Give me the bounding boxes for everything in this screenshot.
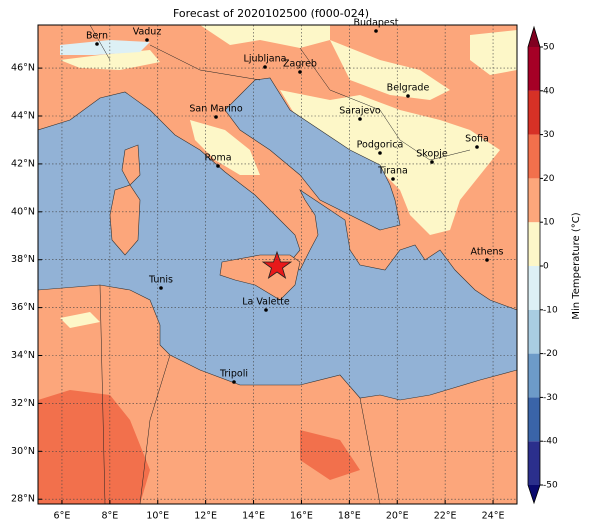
colorbar-tick-label: 30 xyxy=(543,130,555,140)
y-tick-label: 42°N xyxy=(11,158,35,169)
city-dot xyxy=(485,258,489,262)
island xyxy=(121,144,141,186)
colorbar-tick-label: -40 xyxy=(543,437,558,447)
city-dot xyxy=(475,145,479,149)
city-dot xyxy=(216,164,220,168)
x-tick-label: 24°E xyxy=(482,511,505,522)
x-tick-label: 8°E xyxy=(101,511,118,522)
city-label: Tirana xyxy=(377,166,408,177)
colorbar-tick-label: -30 xyxy=(543,393,558,403)
y-tick-label: 38°N xyxy=(11,254,35,265)
island xyxy=(109,184,141,256)
city-dot xyxy=(232,380,236,384)
sea xyxy=(224,77,401,231)
x-tick-label: 18°E xyxy=(338,511,361,522)
map-frame xyxy=(37,24,518,505)
city-label: Podgorica xyxy=(357,140,404,151)
y-tick-label: 34°N xyxy=(11,350,35,361)
colorbar-tick-label: 0 xyxy=(543,262,549,272)
y-tick-label: 28°N xyxy=(11,494,35,505)
colorbar-label: Min Temperature (°C) xyxy=(571,212,582,319)
y-tick-label: 36°N xyxy=(11,302,35,313)
cold-area xyxy=(60,40,150,55)
city-label: Belgrade xyxy=(387,83,430,94)
city-label: Roma xyxy=(204,153,231,164)
star-marker xyxy=(261,250,293,279)
city-label: Zagreb xyxy=(283,59,317,70)
x-tick-label: 10°E xyxy=(146,511,169,522)
city-label: San Marino xyxy=(189,104,242,115)
y-tick-label: 32°N xyxy=(11,398,35,409)
cold-area xyxy=(60,312,100,328)
city-dot xyxy=(391,177,395,181)
city-label: Skopje xyxy=(416,149,448,160)
colorbar-bin xyxy=(528,353,540,398)
city-dot xyxy=(264,308,268,312)
colorbar-tick-label: 10 xyxy=(543,218,555,228)
city-dot xyxy=(214,115,218,119)
x-tick-label: 16°E xyxy=(290,511,313,522)
cold-area xyxy=(38,25,330,70)
colorbar-bin xyxy=(528,266,540,310)
colorbar-bin xyxy=(528,178,540,223)
colorbar-over xyxy=(528,27,540,47)
city-label: Tripoli xyxy=(219,369,248,380)
city-label: La Valette xyxy=(242,297,290,308)
city-dot xyxy=(263,65,267,69)
y-tick-label: 40°N xyxy=(11,206,35,217)
colorbar-bin xyxy=(528,134,540,179)
y-tick-label: 30°N xyxy=(11,446,35,457)
colorbar-tick-label: -50 xyxy=(543,481,558,491)
city-dot xyxy=(159,286,163,290)
x-tick-label: 6°E xyxy=(54,511,71,522)
x-tick-label: 22°E xyxy=(434,511,457,522)
city-dot xyxy=(145,38,149,42)
city-dot xyxy=(358,117,362,121)
city-label: Ljubljana xyxy=(244,54,287,65)
x-tick-label: 14°E xyxy=(242,511,265,522)
y-tick-label: 44°N xyxy=(11,111,35,122)
colorbar-tick-label: -10 xyxy=(543,305,558,315)
city-dot xyxy=(378,151,382,155)
city-label: Vaduz xyxy=(133,27,162,38)
city-dot xyxy=(298,70,302,74)
title: Forecast of 2020102500 (f000-024) xyxy=(173,7,369,20)
colorbar-tick-label: 20 xyxy=(543,174,555,184)
city-dot xyxy=(95,42,99,46)
warm-area xyxy=(38,390,360,504)
border xyxy=(89,25,471,504)
colorbar-bin xyxy=(528,47,540,91)
city-dot xyxy=(406,94,410,98)
x-tick-label: 12°E xyxy=(194,511,217,522)
cold-area xyxy=(190,30,517,175)
y-tick-label: 46°N xyxy=(11,63,35,74)
city-label: Budapest xyxy=(354,18,399,29)
colorbar-bin xyxy=(528,309,540,354)
colorbar-bin xyxy=(528,397,540,442)
city-label: Athens xyxy=(471,247,504,258)
city-label: Bern xyxy=(86,31,108,42)
colorbar-under xyxy=(528,485,540,503)
colorbar-tick-label: 40 xyxy=(543,86,555,96)
colorbar-bin xyxy=(528,222,540,266)
map-area xyxy=(38,25,517,504)
colorbar-bin xyxy=(528,441,540,485)
city-dot xyxy=(430,160,434,164)
city-dot xyxy=(374,29,378,33)
city-label: Tunis xyxy=(148,275,173,286)
city-label: Sarajevo xyxy=(339,106,381,117)
colorbar-tick-label: 50 xyxy=(543,43,555,53)
colorbar-bin xyxy=(528,90,540,135)
city-label: Sofia xyxy=(465,134,489,145)
x-tick-label: 20°E xyxy=(386,511,409,522)
colorbar-tick-label: -20 xyxy=(543,349,558,359)
